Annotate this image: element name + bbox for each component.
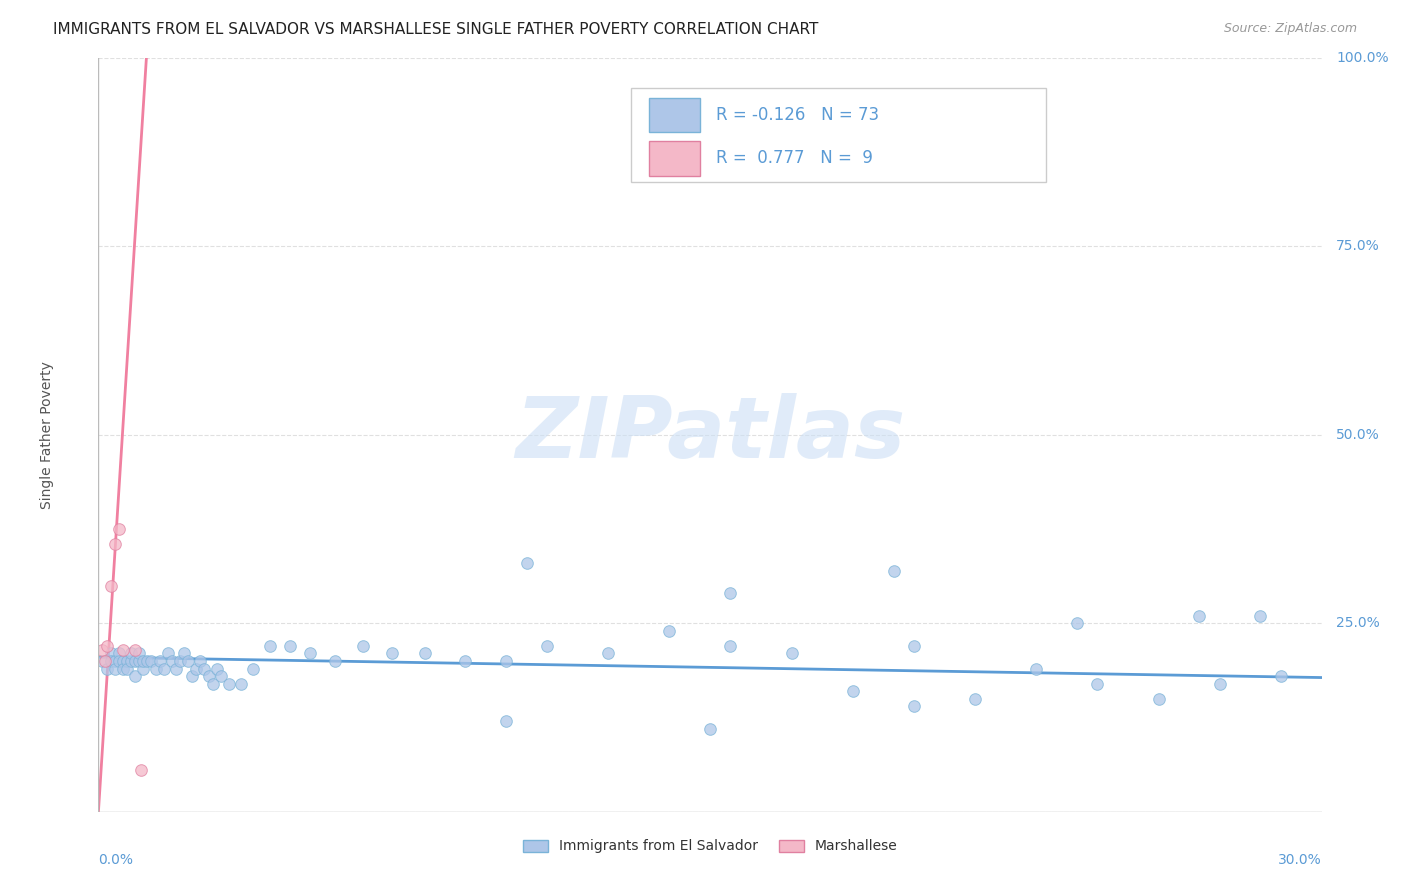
Point bbox=[718, 639, 742, 653]
Point bbox=[90, 642, 112, 657]
Point bbox=[209, 669, 232, 683]
Point bbox=[903, 639, 925, 653]
FancyBboxPatch shape bbox=[648, 141, 700, 176]
Point bbox=[242, 661, 264, 675]
Legend: Immigrants from El Salvador, Marshallese: Immigrants from El Salvador, Marshallese bbox=[517, 834, 903, 859]
Point bbox=[120, 654, 142, 668]
Point bbox=[1085, 676, 1108, 690]
Point bbox=[495, 654, 517, 668]
Point bbox=[352, 639, 374, 653]
Point bbox=[186, 661, 208, 675]
Point bbox=[141, 654, 163, 668]
Point bbox=[598, 647, 620, 661]
Point bbox=[536, 639, 558, 653]
Point bbox=[1209, 676, 1232, 690]
Point bbox=[188, 654, 212, 668]
Point bbox=[413, 647, 436, 661]
Point bbox=[173, 647, 195, 661]
Point bbox=[108, 654, 131, 668]
Point bbox=[299, 647, 322, 661]
Point bbox=[136, 654, 159, 668]
Point bbox=[132, 654, 155, 668]
Point bbox=[129, 764, 152, 778]
Point bbox=[780, 647, 803, 661]
Point bbox=[152, 661, 174, 675]
Text: Source: ZipAtlas.com: Source: ZipAtlas.com bbox=[1223, 22, 1357, 36]
Point bbox=[454, 654, 477, 668]
Point bbox=[149, 654, 172, 668]
Point bbox=[201, 676, 224, 690]
Point bbox=[323, 654, 346, 668]
Text: Single Father Poverty: Single Father Poverty bbox=[39, 361, 53, 508]
Point bbox=[156, 647, 179, 661]
Point bbox=[883, 564, 905, 578]
Point bbox=[104, 654, 127, 668]
Point bbox=[96, 639, 118, 653]
Point bbox=[100, 654, 122, 668]
Point bbox=[1270, 669, 1292, 683]
Point bbox=[495, 714, 517, 729]
Point bbox=[100, 647, 122, 661]
Point bbox=[841, 684, 863, 698]
Text: IMMIGRANTS FROM EL SALVADOR VS MARSHALLESE SINGLE FATHER POVERTY CORRELATION CHA: IMMIGRANTS FROM EL SALVADOR VS MARSHALLE… bbox=[53, 22, 818, 37]
Text: 0.0%: 0.0% bbox=[98, 853, 134, 867]
Point bbox=[111, 642, 134, 657]
Point bbox=[124, 669, 146, 683]
Point bbox=[145, 661, 167, 675]
Point bbox=[1025, 661, 1047, 675]
Point bbox=[516, 556, 538, 570]
Point bbox=[259, 639, 281, 653]
Point bbox=[278, 639, 301, 653]
Text: R =  0.777   N =  9: R = 0.777 N = 9 bbox=[716, 149, 873, 167]
Point bbox=[104, 661, 127, 675]
Point bbox=[91, 654, 114, 668]
Point bbox=[104, 537, 127, 551]
Text: 30.0%: 30.0% bbox=[1278, 853, 1322, 867]
Point bbox=[1249, 608, 1271, 623]
Point bbox=[115, 661, 138, 675]
Text: R = -0.126   N = 73: R = -0.126 N = 73 bbox=[716, 106, 879, 124]
Point bbox=[177, 654, 200, 668]
Point bbox=[205, 661, 228, 675]
Point bbox=[165, 661, 187, 675]
Point bbox=[108, 647, 131, 661]
Point bbox=[128, 654, 150, 668]
Point bbox=[169, 654, 191, 668]
Point bbox=[111, 654, 134, 668]
Point bbox=[124, 642, 146, 657]
Point bbox=[197, 669, 219, 683]
Point bbox=[903, 699, 925, 714]
Point bbox=[128, 647, 150, 661]
Point bbox=[100, 578, 122, 592]
Point bbox=[93, 654, 115, 668]
Point bbox=[160, 654, 183, 668]
Point bbox=[1188, 608, 1211, 623]
Text: 50.0%: 50.0% bbox=[1336, 428, 1381, 442]
Point bbox=[115, 654, 138, 668]
Point bbox=[193, 661, 215, 675]
Point bbox=[111, 661, 134, 675]
Text: 100.0%: 100.0% bbox=[1336, 51, 1389, 65]
Point bbox=[124, 654, 146, 668]
FancyBboxPatch shape bbox=[630, 88, 1046, 182]
FancyBboxPatch shape bbox=[648, 97, 700, 132]
Point bbox=[381, 647, 404, 661]
Point bbox=[1147, 691, 1170, 706]
Point bbox=[1066, 616, 1088, 631]
Point bbox=[231, 676, 253, 690]
Point bbox=[699, 722, 721, 736]
Point bbox=[658, 624, 681, 638]
Text: 25.0%: 25.0% bbox=[1336, 616, 1381, 631]
Text: ZIPatlas: ZIPatlas bbox=[515, 393, 905, 476]
Point bbox=[718, 586, 742, 600]
Text: 75.0%: 75.0% bbox=[1336, 239, 1381, 253]
Point bbox=[96, 661, 118, 675]
Point bbox=[181, 669, 204, 683]
Point bbox=[108, 522, 131, 536]
Point bbox=[218, 676, 240, 690]
Point bbox=[965, 691, 987, 706]
Point bbox=[132, 661, 155, 675]
Point bbox=[120, 647, 142, 661]
